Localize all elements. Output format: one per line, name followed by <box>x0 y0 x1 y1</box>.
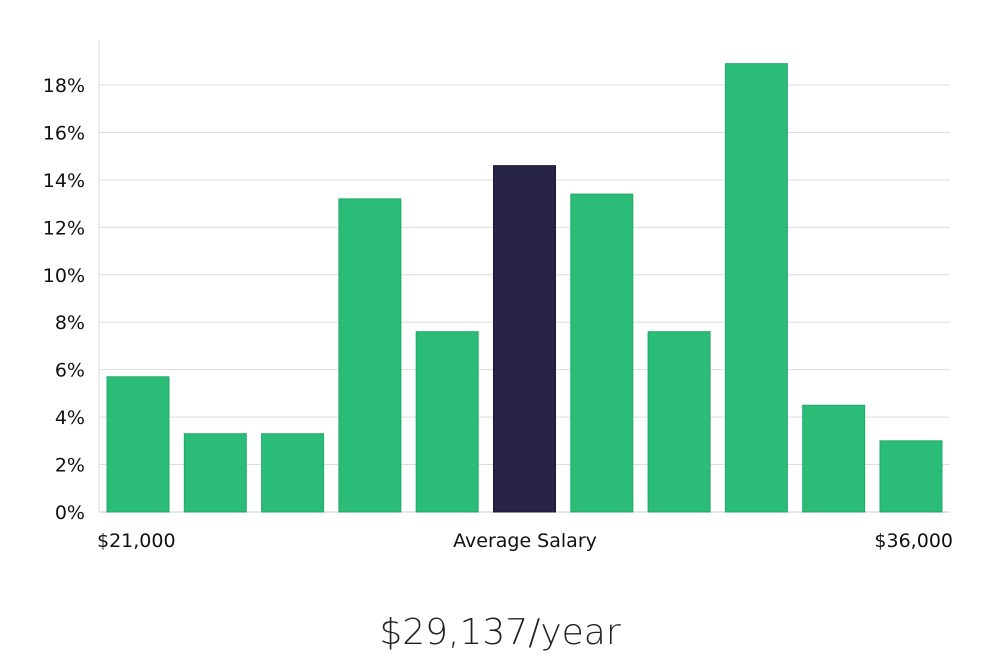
y-tick-label: 0% <box>55 502 85 524</box>
y-tick-label: 14% <box>43 170 85 192</box>
bar <box>415 331 479 513</box>
y-axis-tick-labels: 0% 2% 4% 6% 8% 10% 12% 14% 16% 18% <box>43 75 85 524</box>
bar <box>338 198 402 513</box>
y-tick-label: 10% <box>43 265 85 287</box>
bars <box>106 63 943 513</box>
bar-highlighted <box>493 165 556 513</box>
x-axis-min-label: $21,000 <box>97 530 176 552</box>
y-tick-label: 6% <box>55 360 85 382</box>
bar <box>724 63 788 513</box>
y-tick-label: 4% <box>55 407 85 429</box>
x-axis-title: Average Salary <box>453 530 597 552</box>
y-tick-label: 2% <box>55 455 85 477</box>
bar <box>106 376 170 513</box>
average-salary-value: $29,137/year <box>379 612 621 653</box>
bar <box>802 404 866 513</box>
y-tick-label: 8% <box>55 312 85 334</box>
y-tick-label: 16% <box>43 122 85 144</box>
y-tick-label: 12% <box>43 217 85 239</box>
bar <box>647 331 711 513</box>
x-axis-max-label: $36,000 <box>874 530 953 552</box>
y-tick-label: 18% <box>43 75 85 97</box>
bar <box>570 193 634 513</box>
bar <box>879 440 943 513</box>
bar <box>261 433 325 513</box>
bar <box>183 433 247 513</box>
